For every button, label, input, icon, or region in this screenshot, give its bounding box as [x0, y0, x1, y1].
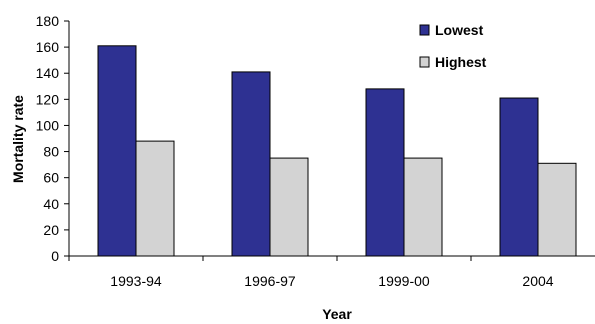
- bar-lowest-1996-97: [231, 71, 271, 257]
- y-tick-label: 80: [43, 144, 59, 160]
- legend-swatch-lowest: [419, 24, 430, 36]
- y-tick-label: 160: [36, 39, 60, 55]
- y-tick-label: 120: [36, 91, 60, 107]
- y-tick-label: 100: [36, 117, 60, 133]
- y-axis-ticks: 0 20 40 60 80 100 120 140 160 180: [36, 13, 69, 264]
- plot-area: [68, 21, 595, 257]
- bar-highest-2004: [537, 162, 577, 257]
- bar-lowest-1999-00: [365, 88, 405, 257]
- legend: Lowest Highest: [419, 22, 487, 70]
- bar-highest-1996-97: [269, 157, 309, 257]
- y-tick-label: 20: [43, 222, 59, 238]
- y-tick-label: 0: [51, 248, 59, 264]
- bar-highest-1999-00: [403, 157, 443, 257]
- y-tick-label: 180: [36, 13, 60, 29]
- x-tick-label: 2004: [522, 273, 553, 289]
- y-axis-title: Mortality rate: [10, 95, 26, 183]
- y-tick-label: 40: [43, 196, 59, 212]
- bar-lowest-2004: [499, 97, 539, 257]
- bar-lowest-1993-94: [97, 45, 137, 257]
- x-axis-title: Year: [322, 306, 352, 322]
- x-tick-label: 1993-94: [110, 273, 162, 289]
- x-axis-ticks: 1993-94 1996-97 1999-00 2004: [68, 256, 554, 289]
- y-tick-label: 60: [43, 170, 59, 186]
- legend-label-lowest: Lowest: [435, 22, 484, 38]
- legend-swatch-highest: [419, 56, 430, 68]
- x-tick-label: 1999-00: [378, 273, 430, 289]
- x-tick-label: 1996-97: [244, 273, 296, 289]
- y-tick-label: 140: [36, 65, 60, 81]
- legend-label-highest: Highest: [435, 54, 487, 70]
- bar-highest-1993-94: [135, 140, 175, 257]
